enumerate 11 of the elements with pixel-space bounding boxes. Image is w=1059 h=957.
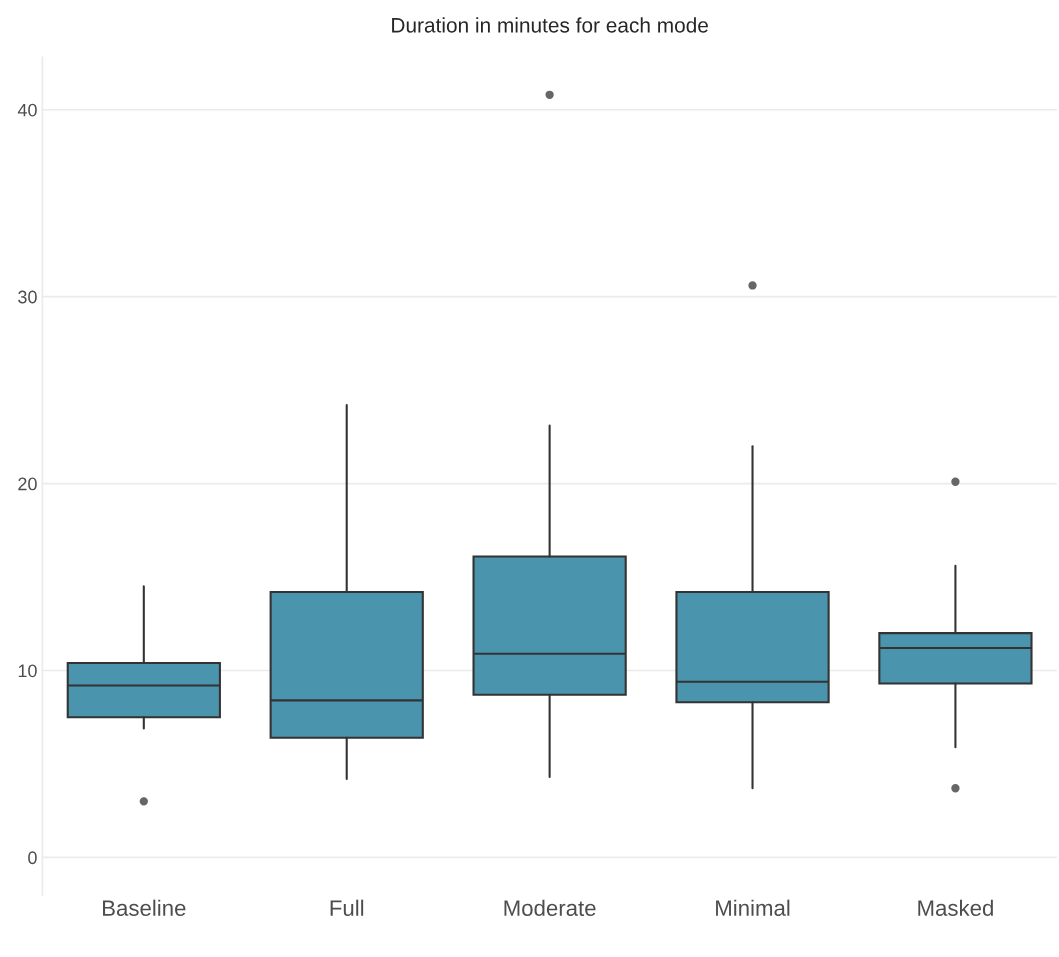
x-tick-label: Full [330, 899, 364, 916]
y-tick-label: 10 [18, 664, 37, 678]
chart-title: Duration in minutes for each mode [392, 17, 708, 33]
x-tick-label: Masked [918, 899, 993, 916]
x-tick-label: Moderate [504, 899, 596, 916]
y-tick-label: 0 [28, 851, 37, 865]
x-tick-label: Minimal [716, 899, 790, 916]
x-tick-label: Baseline [103, 899, 186, 916]
y-tick-label: 20 [18, 477, 37, 491]
y-tick-label: 30 [18, 290, 37, 304]
y-tick-label: 40 [17, 103, 37, 117]
